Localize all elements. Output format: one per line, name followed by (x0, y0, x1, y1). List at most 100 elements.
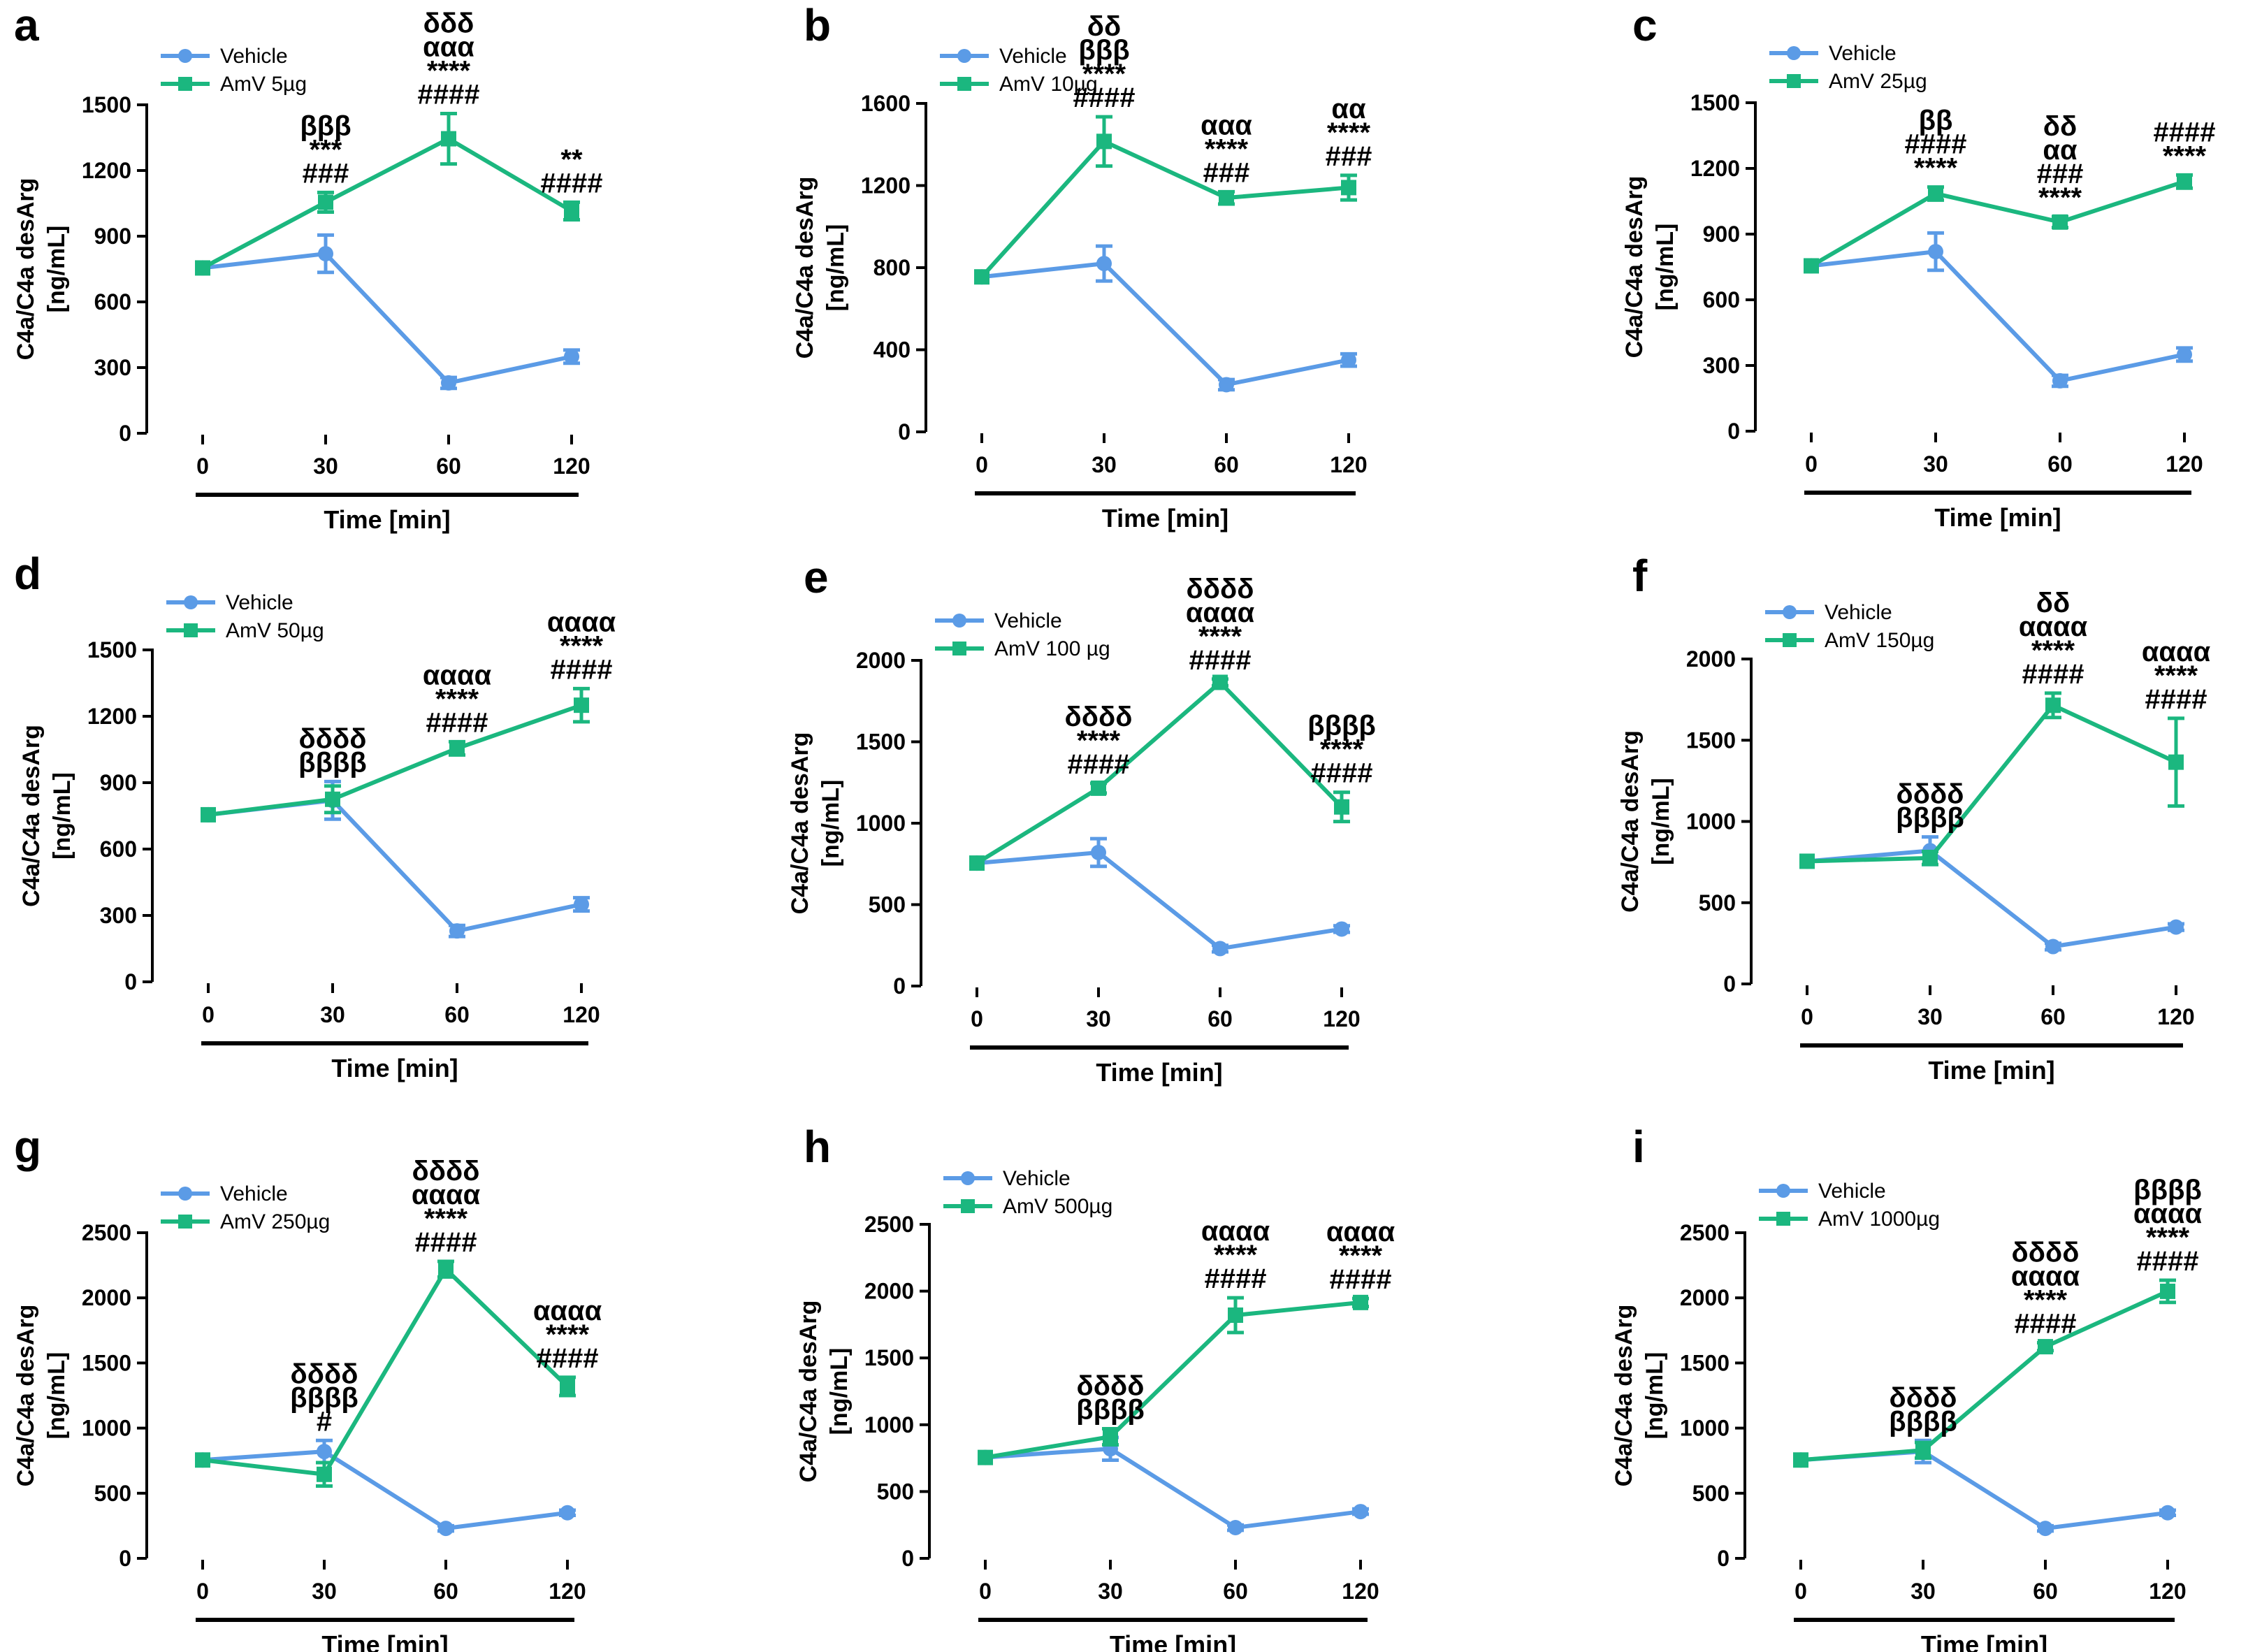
significance-label: ### (1326, 141, 1372, 172)
series-line-amv (985, 1300, 1361, 1460)
y-tick-label: 900 (94, 224, 131, 249)
significance-label: δδδδ (1186, 574, 1254, 604)
legend-marker-amv (1783, 633, 1797, 647)
x-tick-label: 120 (1330, 452, 1367, 477)
data-point-vehicle (2177, 347, 2192, 363)
significance-label: δδδδ (1076, 1371, 1144, 1402)
y-tick-label: 0 (898, 419, 911, 444)
y-tick-label: 1500 (87, 637, 137, 662)
y-tick-label: 300 (100, 903, 137, 928)
legend-marker-vehicle (1783, 605, 1797, 619)
data-point-vehicle (560, 1505, 575, 1521)
data-point-amv (1228, 1307, 1243, 1324)
chart-panel-b: b 0 400 800 1200 1600 C4a/C4a desArg [ng/mL] 0 30… (792, 0, 1372, 532)
chart-panel-f: f 0 500 1000 1500 2000 C4a/C4a desArg [ng/mL] 0 3… (1617, 551, 2211, 1085)
series-line-amv (1810, 179, 2185, 268)
y-axis-label: C4a/C4a desArg (13, 1305, 39, 1487)
significance-label: δδ (2043, 111, 2078, 142)
significance-label: **** (435, 683, 479, 714)
data-point-amv (1103, 1429, 1118, 1445)
y-tick-label: 1500 (864, 1345, 914, 1370)
y-tick-label: 800 (873, 255, 911, 280)
significance-label: δδδδ (290, 1358, 358, 1389)
series-line-vehicle (985, 1447, 1361, 1530)
y-axis-label: C4a/C4a desArg (787, 732, 813, 915)
y-tick-label: 1500 (856, 730, 906, 755)
x-tick-label: 60 (436, 454, 461, 479)
legend-label: AmV 100 µg (994, 637, 1110, 660)
significance-label: ββββ (1896, 803, 1964, 834)
y-tick-label: 1600 (861, 91, 911, 116)
significance-label: δδδδ (1064, 702, 1132, 732)
significance-label: # (317, 1406, 332, 1437)
panel-letter: d (14, 549, 41, 599)
significance-label: #### (418, 80, 480, 110)
significance-label: δδ (2036, 588, 2071, 618)
data-point-amv (1219, 190, 1234, 206)
data-point-amv (1341, 180, 1356, 196)
data-point-amv (1922, 850, 1938, 866)
data-point-amv (2168, 754, 2184, 770)
y-tick-label: 0 (119, 421, 131, 446)
x-tick-label: 0 (1805, 451, 1818, 477)
data-point-vehicle (1353, 1504, 1368, 1520)
legend-label: Vehicle (1829, 42, 1897, 65)
x-tick-label: 0 (202, 1002, 215, 1027)
data-point-vehicle (449, 923, 465, 939)
legend-label: Vehicle (1818, 1180, 1886, 1203)
y-axis-label: C4a/C4a desArg (1611, 1305, 1637, 1487)
legend-marker-vehicle (1776, 1184, 1790, 1198)
y-axis-label-units: [ng/mL] (43, 226, 70, 313)
data-point-vehicle (318, 246, 333, 262)
y-tick-label: 900 (100, 770, 137, 795)
data-point-amv (2052, 214, 2068, 230)
x-tick-label: 60 (1214, 452, 1239, 477)
significance-label: αααα (547, 607, 616, 637)
chart-panel-h: h 0 500 1000 1500 2000 2500 C4a/C4a desArg [ng/m… (795, 1122, 1395, 1652)
x-tick-label: 60 (2040, 1004, 2066, 1029)
y-tick-label: 900 (1703, 222, 1740, 247)
legend-marker-amv (178, 1215, 192, 1229)
significance-label: αα (2043, 135, 2078, 166)
y-tick-label: 0 (1717, 1546, 1730, 1571)
x-tick-label: 0 (1801, 1004, 1813, 1029)
x-tick-label: 60 (433, 1579, 458, 1604)
legend-label: AmV 250µg (220, 1210, 330, 1233)
significance-label: #### (426, 707, 488, 738)
data-point-vehicle (2045, 939, 2061, 955)
significance-label: #### (541, 168, 603, 198)
legend-marker-amv (1787, 74, 1801, 88)
y-tick-label: 1500 (1680, 1350, 1730, 1375)
legend-marker-amv (957, 77, 971, 91)
y-tick-label: 600 (94, 289, 131, 314)
legend-label: Vehicle (994, 609, 1062, 632)
x-axis-label: Time [min] (1110, 1630, 1236, 1652)
series-line-vehicle (976, 850, 1342, 951)
data-point-vehicle (1341, 352, 1356, 368)
significance-label: #### (551, 654, 613, 685)
data-point-amv (195, 260, 210, 276)
x-tick-label: 30 (1086, 1006, 1111, 1031)
y-tick-label: 2000 (856, 648, 906, 673)
panel-letter: a (14, 0, 39, 50)
x-tick-label: 120 (563, 1002, 600, 1027)
x-tick-label: 60 (444, 1002, 470, 1027)
legend-label: Vehicle (1003, 1167, 1071, 1190)
x-tick-label: 120 (1323, 1006, 1360, 1031)
data-point-amv (1353, 1294, 1368, 1310)
data-point-vehicle (1219, 377, 1234, 393)
significance-label: αααα (1326, 1217, 1395, 1247)
significance-label: #### (1073, 82, 1136, 113)
data-point-amv (1799, 853, 1815, 869)
y-tick-label: 2500 (82, 1220, 131, 1245)
x-tick-label: 30 (320, 1002, 345, 1027)
significance-label: **** (427, 56, 471, 87)
data-point-amv (1212, 674, 1228, 690)
significance-label: **** (2146, 1222, 2190, 1253)
y-axis-label: C4a/C4a desArg (795, 1300, 822, 1483)
y-tick-label: 2500 (864, 1212, 914, 1237)
significance-label: αααα (2011, 1261, 2080, 1292)
legend-label: AmV 500µg (1003, 1195, 1112, 1218)
y-axis-label: C4a/C4a desArg (1617, 730, 1644, 913)
legend-label: AmV 25µg (1829, 70, 1927, 93)
